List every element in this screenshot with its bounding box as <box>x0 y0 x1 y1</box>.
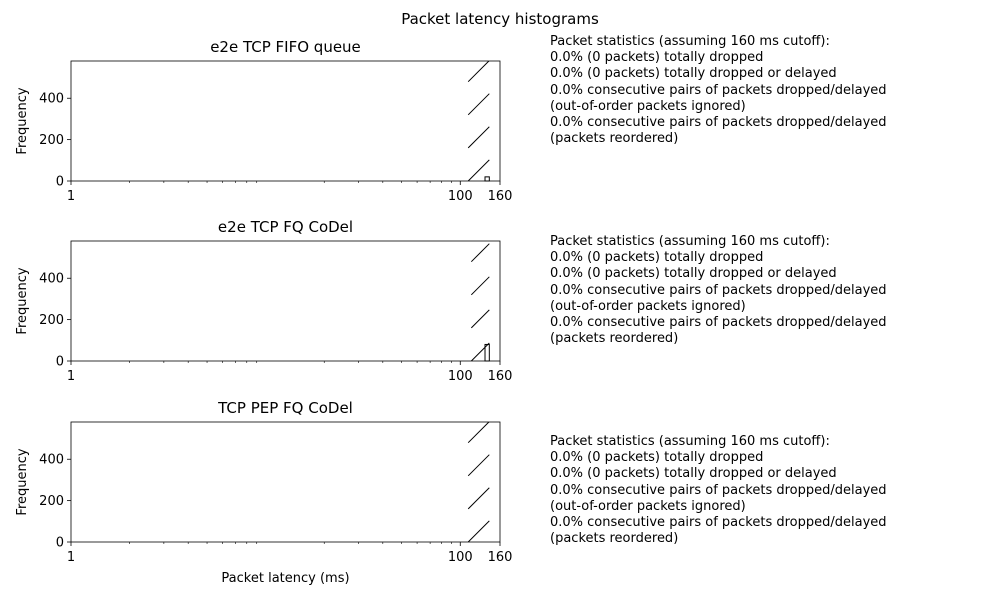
y-axis-label: Frequency <box>15 87 30 154</box>
panel-title: e2e TCP FQ CoDel <box>218 218 353 236</box>
hatch-line <box>467 159 490 181</box>
stats-header: Packet statistics (assuming 160 ms cutof… <box>550 434 830 449</box>
y-tick-label: 200 <box>39 133 64 148</box>
panel-title: TCP PEP FQ CoDel <box>217 399 353 417</box>
stats-line: 0.0% consecutive pairs of packets droppe… <box>550 282 887 298</box>
figure-suptitle: Packet latency histograms <box>401 10 599 28</box>
hatch-line <box>471 211 489 229</box>
histogram-bar <box>484 176 490 182</box>
stats-line: 0.0% (0 packets) totally dropped or dela… <box>550 66 837 82</box>
x-tick-label: 160 <box>488 369 513 384</box>
plot-area-frame <box>70 421 501 543</box>
packet-statistics-block: Packet statistics (assuming 160 ms cutof… <box>550 434 990 547</box>
stats-line: 0.0% consecutive pairs of packets droppe… <box>550 482 887 498</box>
y-tick-label: 200 <box>39 313 64 328</box>
hatch-line <box>468 388 489 409</box>
x-tick-label: 1 <box>67 550 75 565</box>
y-tick-label: 400 <box>39 272 64 287</box>
hatch-line <box>470 342 490 361</box>
stats-header: Packet statistics (assuming 160 ms cutof… <box>550 234 830 249</box>
hatch-line <box>467 454 490 477</box>
stats-line: 0.0% consecutive pairs of packets droppe… <box>550 315 887 331</box>
hatch-line <box>467 422 490 444</box>
plot-area-frame <box>70 60 501 182</box>
y-tick-label: 0 <box>56 536 64 551</box>
hatch-line <box>468 27 489 48</box>
x-tick-label: 100 <box>448 189 473 204</box>
y-axis-label-text: Frequency <box>15 267 30 334</box>
hatch-line <box>467 126 490 149</box>
stats-line: (out-of-order packets ignored) <box>550 298 746 314</box>
stats-line: 0.0% (0 packets) totally dropped <box>550 450 764 466</box>
hatch-line <box>467 93 490 116</box>
hatch-line <box>470 243 490 263</box>
hatch-line <box>467 520 490 542</box>
stats-line: 0.0% consecutive pairs of packets droppe… <box>550 515 887 531</box>
hatch-line <box>470 309 490 329</box>
y-axis-label-text: Frequency <box>15 448 30 515</box>
histogram-panel: e2e TCP FQ CoDel Frequency 0 200 400 1 100 16… <box>15 211 513 384</box>
x-axis-label: Packet latency (ms) <box>221 571 349 586</box>
y-tick-label: 200 <box>39 494 64 509</box>
x-tick-label: 1 <box>67 369 75 384</box>
y-tick-label: 0 <box>56 175 64 190</box>
y-tick-label: 400 <box>39 453 64 468</box>
hatch-line <box>467 487 490 510</box>
stats-line: (packets reordered) <box>550 331 679 347</box>
y-axis-label: Frequency <box>15 267 30 334</box>
stats-line: 0.0% (0 packets) totally dropped <box>550 250 764 266</box>
stats-line: (out-of-order packets ignored) <box>550 498 746 514</box>
hatch-line <box>470 276 490 296</box>
stats-line: 0.0% (0 packets) totally dropped <box>550 50 764 66</box>
stats-line: (packets reordered) <box>550 531 679 547</box>
histogram-panel: e2e TCP FIFO queue Frequency 0 200 400 1 100… <box>15 27 513 204</box>
stats-line: 0.0% consecutive pairs of packets droppe… <box>550 82 887 98</box>
y-axis-label: Frequency <box>15 448 30 515</box>
y-axis-label-text: Frequency <box>15 87 30 154</box>
x-tick-label: 160 <box>488 550 513 565</box>
x-tick-label: 1 <box>67 189 75 204</box>
stats-header: Packet statistics (assuming 160 ms cutof… <box>550 34 830 49</box>
plot-area-frame <box>70 240 501 362</box>
stats-line: 0.0% consecutive pairs of packets droppe… <box>550 115 887 131</box>
stats-line: 0.0% (0 packets) totally dropped or dela… <box>550 466 837 482</box>
x-tick-label: 100 <box>448 550 473 565</box>
stats-line: (packets reordered) <box>550 131 679 147</box>
packet-statistics-block: Packet statistics (assuming 160 ms cutof… <box>550 34 990 147</box>
histogram-panel: TCP PEP FQ CoDel Frequency 0 200 400 1 100 16… <box>15 388 513 586</box>
stats-line: (out-of-order packets ignored) <box>550 98 746 114</box>
stats-line: 0.0% (0 packets) totally dropped or dela… <box>550 266 837 282</box>
x-tick-label: 100 <box>448 369 473 384</box>
x-tick-label: 160 <box>488 189 513 204</box>
y-tick-label: 400 <box>39 92 64 107</box>
packet-statistics-block: Packet statistics (assuming 160 ms cutof… <box>550 234 990 347</box>
y-tick-label: 0 <box>56 355 64 370</box>
hatch-line <box>467 61 490 83</box>
panel-title: e2e TCP FIFO queue <box>210 38 361 56</box>
